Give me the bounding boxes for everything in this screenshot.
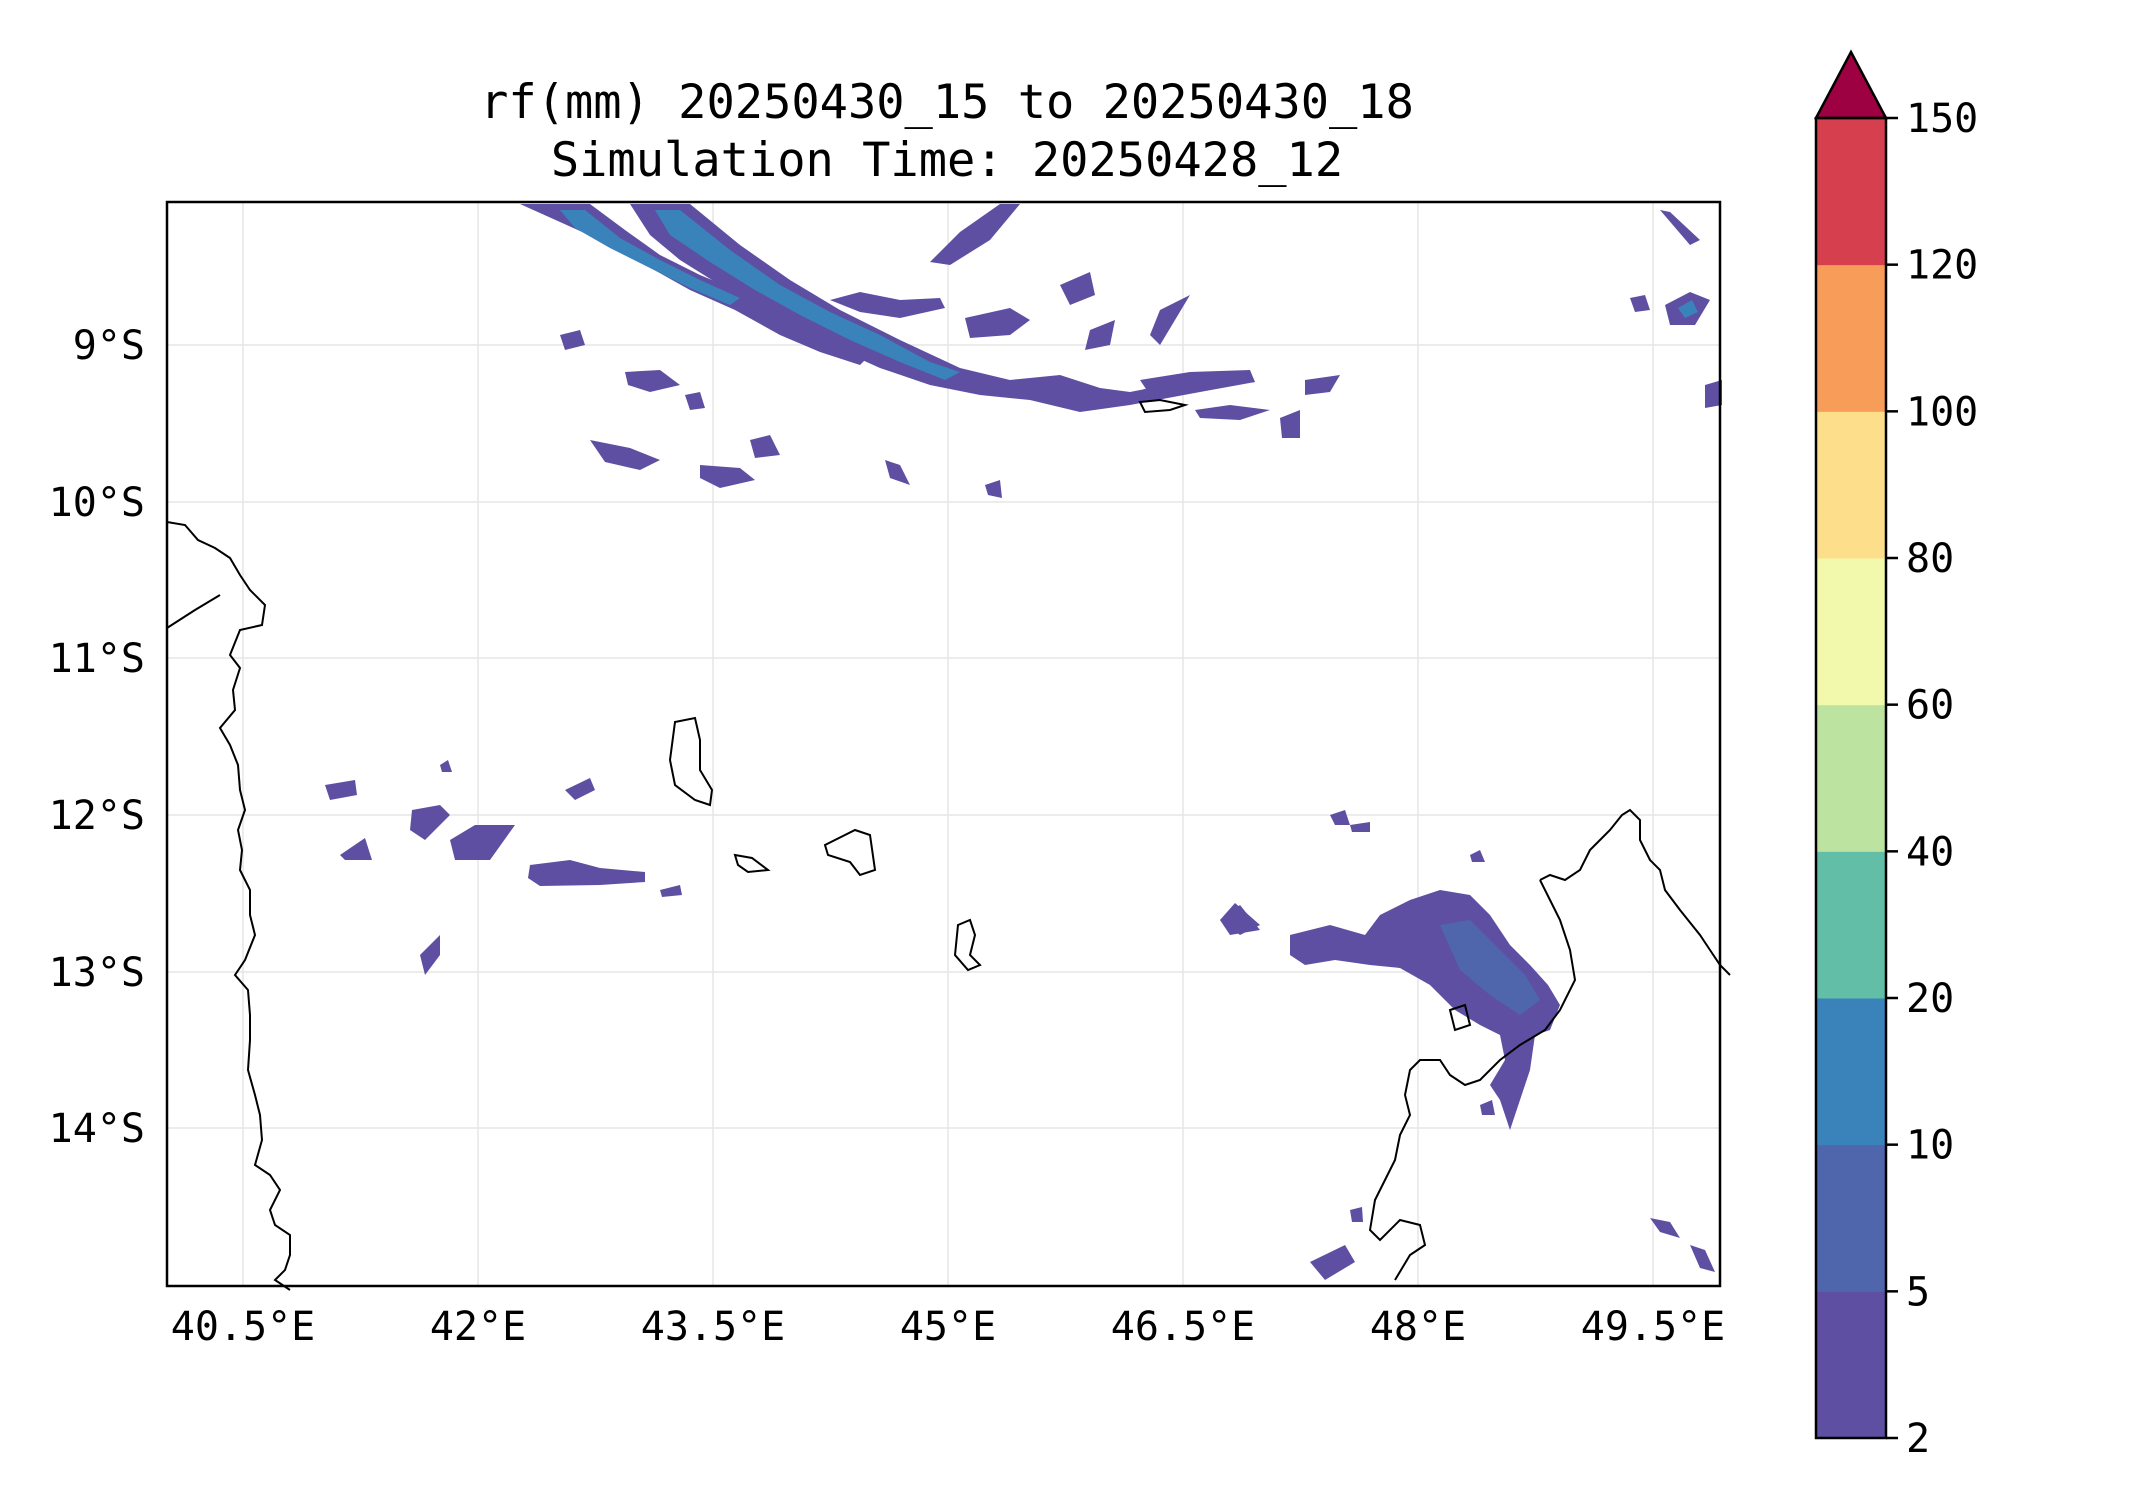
colorbar-tick-label: 5 (1906, 1269, 1930, 1315)
colorbar-segment (1816, 1144, 1886, 1292)
rain-cell-38 (1350, 1207, 1363, 1222)
colorbar-tick-label: 100 (1906, 389, 1978, 435)
y-tick-label: 10°S (49, 480, 145, 526)
x-tick-label: 45°E (900, 1304, 996, 1350)
rain-cell-9 (625, 370, 680, 392)
y-tick-label: 12°S (49, 793, 145, 839)
island-2 (733, 853, 771, 874)
figure-title: rf(mm) 20250430_15 to 20250430_18 (480, 75, 1414, 130)
island-4 (953, 918, 982, 972)
map-gridlines (167, 202, 1720, 1286)
rain-cell-28 (420, 935, 440, 975)
colorbar-tick-label: 40 (1906, 829, 1954, 875)
colorbar-tick-label: 60 (1906, 683, 1954, 729)
island-5 (1138, 398, 1189, 414)
island-1 (668, 716, 714, 807)
rain-band-north-3b (830, 292, 945, 318)
rain-cell-17 (1660, 210, 1700, 245)
rain-cell-32 (1470, 850, 1485, 862)
colorbar-frame (1814, 116, 1888, 1440)
rain-cell-27 (660, 885, 682, 897)
rain-cell-23 (450, 825, 515, 860)
rain-cell-12 (700, 465, 755, 488)
colorbar: 150 120 100 80 60 40 20 10 5 2 (1813, 49, 1978, 1462)
colorbar-tick-label: 2 (1906, 1416, 1930, 1462)
rain-cell-10 (560, 330, 585, 350)
rain-cell-1 (965, 308, 1030, 338)
y-tick-label: 9°S (73, 323, 145, 369)
rain-cell-7 (1280, 410, 1300, 438)
rain-cell-2 (1060, 272, 1095, 305)
x-tick-label: 42°E (430, 1304, 526, 1350)
rain-cell-4 (1085, 320, 1115, 350)
axis-ticks: 40.5°E 42°E 43.5°E 45°E 46.5°E 48°E 49.5°E 9°S 1… (49, 323, 1726, 1350)
rain-cell-13 (750, 435, 780, 458)
colorbar-segment (1816, 558, 1886, 706)
rain-system-southeast-core (1440, 920, 1540, 1015)
colorbar-segment (1816, 1291, 1886, 1439)
rain-cell-21 (325, 780, 357, 800)
rain-cell-8 (1305, 375, 1340, 395)
x-tick-label: 43.5°E (641, 1304, 786, 1350)
rain-cell-15 (985, 480, 1002, 498)
rain-cell-34 (1220, 903, 1260, 935)
rain-cell-11 (590, 440, 660, 470)
rain-cell-18-core (1678, 300, 1698, 318)
colorbar-segment (1816, 998, 1886, 1146)
coastline-madagascar (1539, 808, 1731, 976)
rain-cell-19 (1630, 295, 1650, 312)
coastlines (166, 398, 1731, 1291)
x-tick-label: 49.5°E (1581, 1304, 1726, 1350)
rain-cell-22 (410, 805, 450, 840)
colorbar-segment (1816, 411, 1886, 559)
rain-cell-30 (1330, 810, 1350, 825)
colorbar-segment (1816, 264, 1886, 412)
y-tick-label: 13°S (49, 950, 145, 996)
rain-cell-16 (685, 392, 705, 410)
rain-cell-29 (440, 760, 452, 772)
rainfall-contours (325, 204, 1722, 1280)
colorbar-tick-label: 80 (1906, 536, 1954, 582)
rain-cell-35 (1650, 1218, 1680, 1238)
rain-cell-14 (885, 460, 910, 485)
rain-cell-37 (1310, 1245, 1355, 1280)
y-tick-label: 11°S (49, 636, 145, 682)
rain-cell-20 (1705, 380, 1722, 408)
rain-cell-3 (1150, 295, 1190, 345)
colorbar-segment (1816, 704, 1886, 852)
colorbar-tick-label: 150 (1906, 96, 1978, 142)
rain-cell-6 (1195, 405, 1270, 420)
x-tick-label: 48°E (1370, 1304, 1466, 1350)
colorbar-segment (1816, 851, 1886, 999)
coastline-madagascar-2 (1368, 879, 1577, 1281)
coastline-africa-west-2 (166, 594, 221, 629)
rain-band-north-1-core (560, 210, 740, 305)
colorbar-tick-label: 10 (1906, 1123, 1954, 1169)
rain-band-north-3 (930, 204, 1020, 265)
rain-cell-31 (1350, 822, 1370, 832)
x-tick-label: 40.5°E (171, 1304, 316, 1350)
rain-cell-5 (1140, 370, 1255, 395)
rain-cell-39 (1480, 1100, 1495, 1115)
x-tick-label: 46.5°E (1111, 1304, 1256, 1350)
island-3 (823, 828, 877, 877)
colorbar-tick-label: 120 (1906, 243, 1978, 289)
y-tick-label: 14°S (49, 1106, 145, 1152)
island-6 (1448, 1003, 1472, 1032)
figure-subtitle: Simulation Time: 20250428_12 (550, 133, 1344, 188)
rain-cell-36 (1690, 1245, 1715, 1272)
rain-band-north-2-core (655, 210, 960, 380)
colorbar-tick-label: 20 (1906, 976, 1954, 1022)
rain-cell-26 (528, 860, 645, 886)
coastline-africa-west (166, 521, 291, 1291)
colorbar-extend-triangle (1813, 49, 1889, 120)
rain-cell-25 (565, 778, 595, 800)
plot-frame (165, 200, 1722, 1288)
rain-cell-24 (340, 838, 372, 860)
colorbar-segment (1816, 118, 1886, 266)
